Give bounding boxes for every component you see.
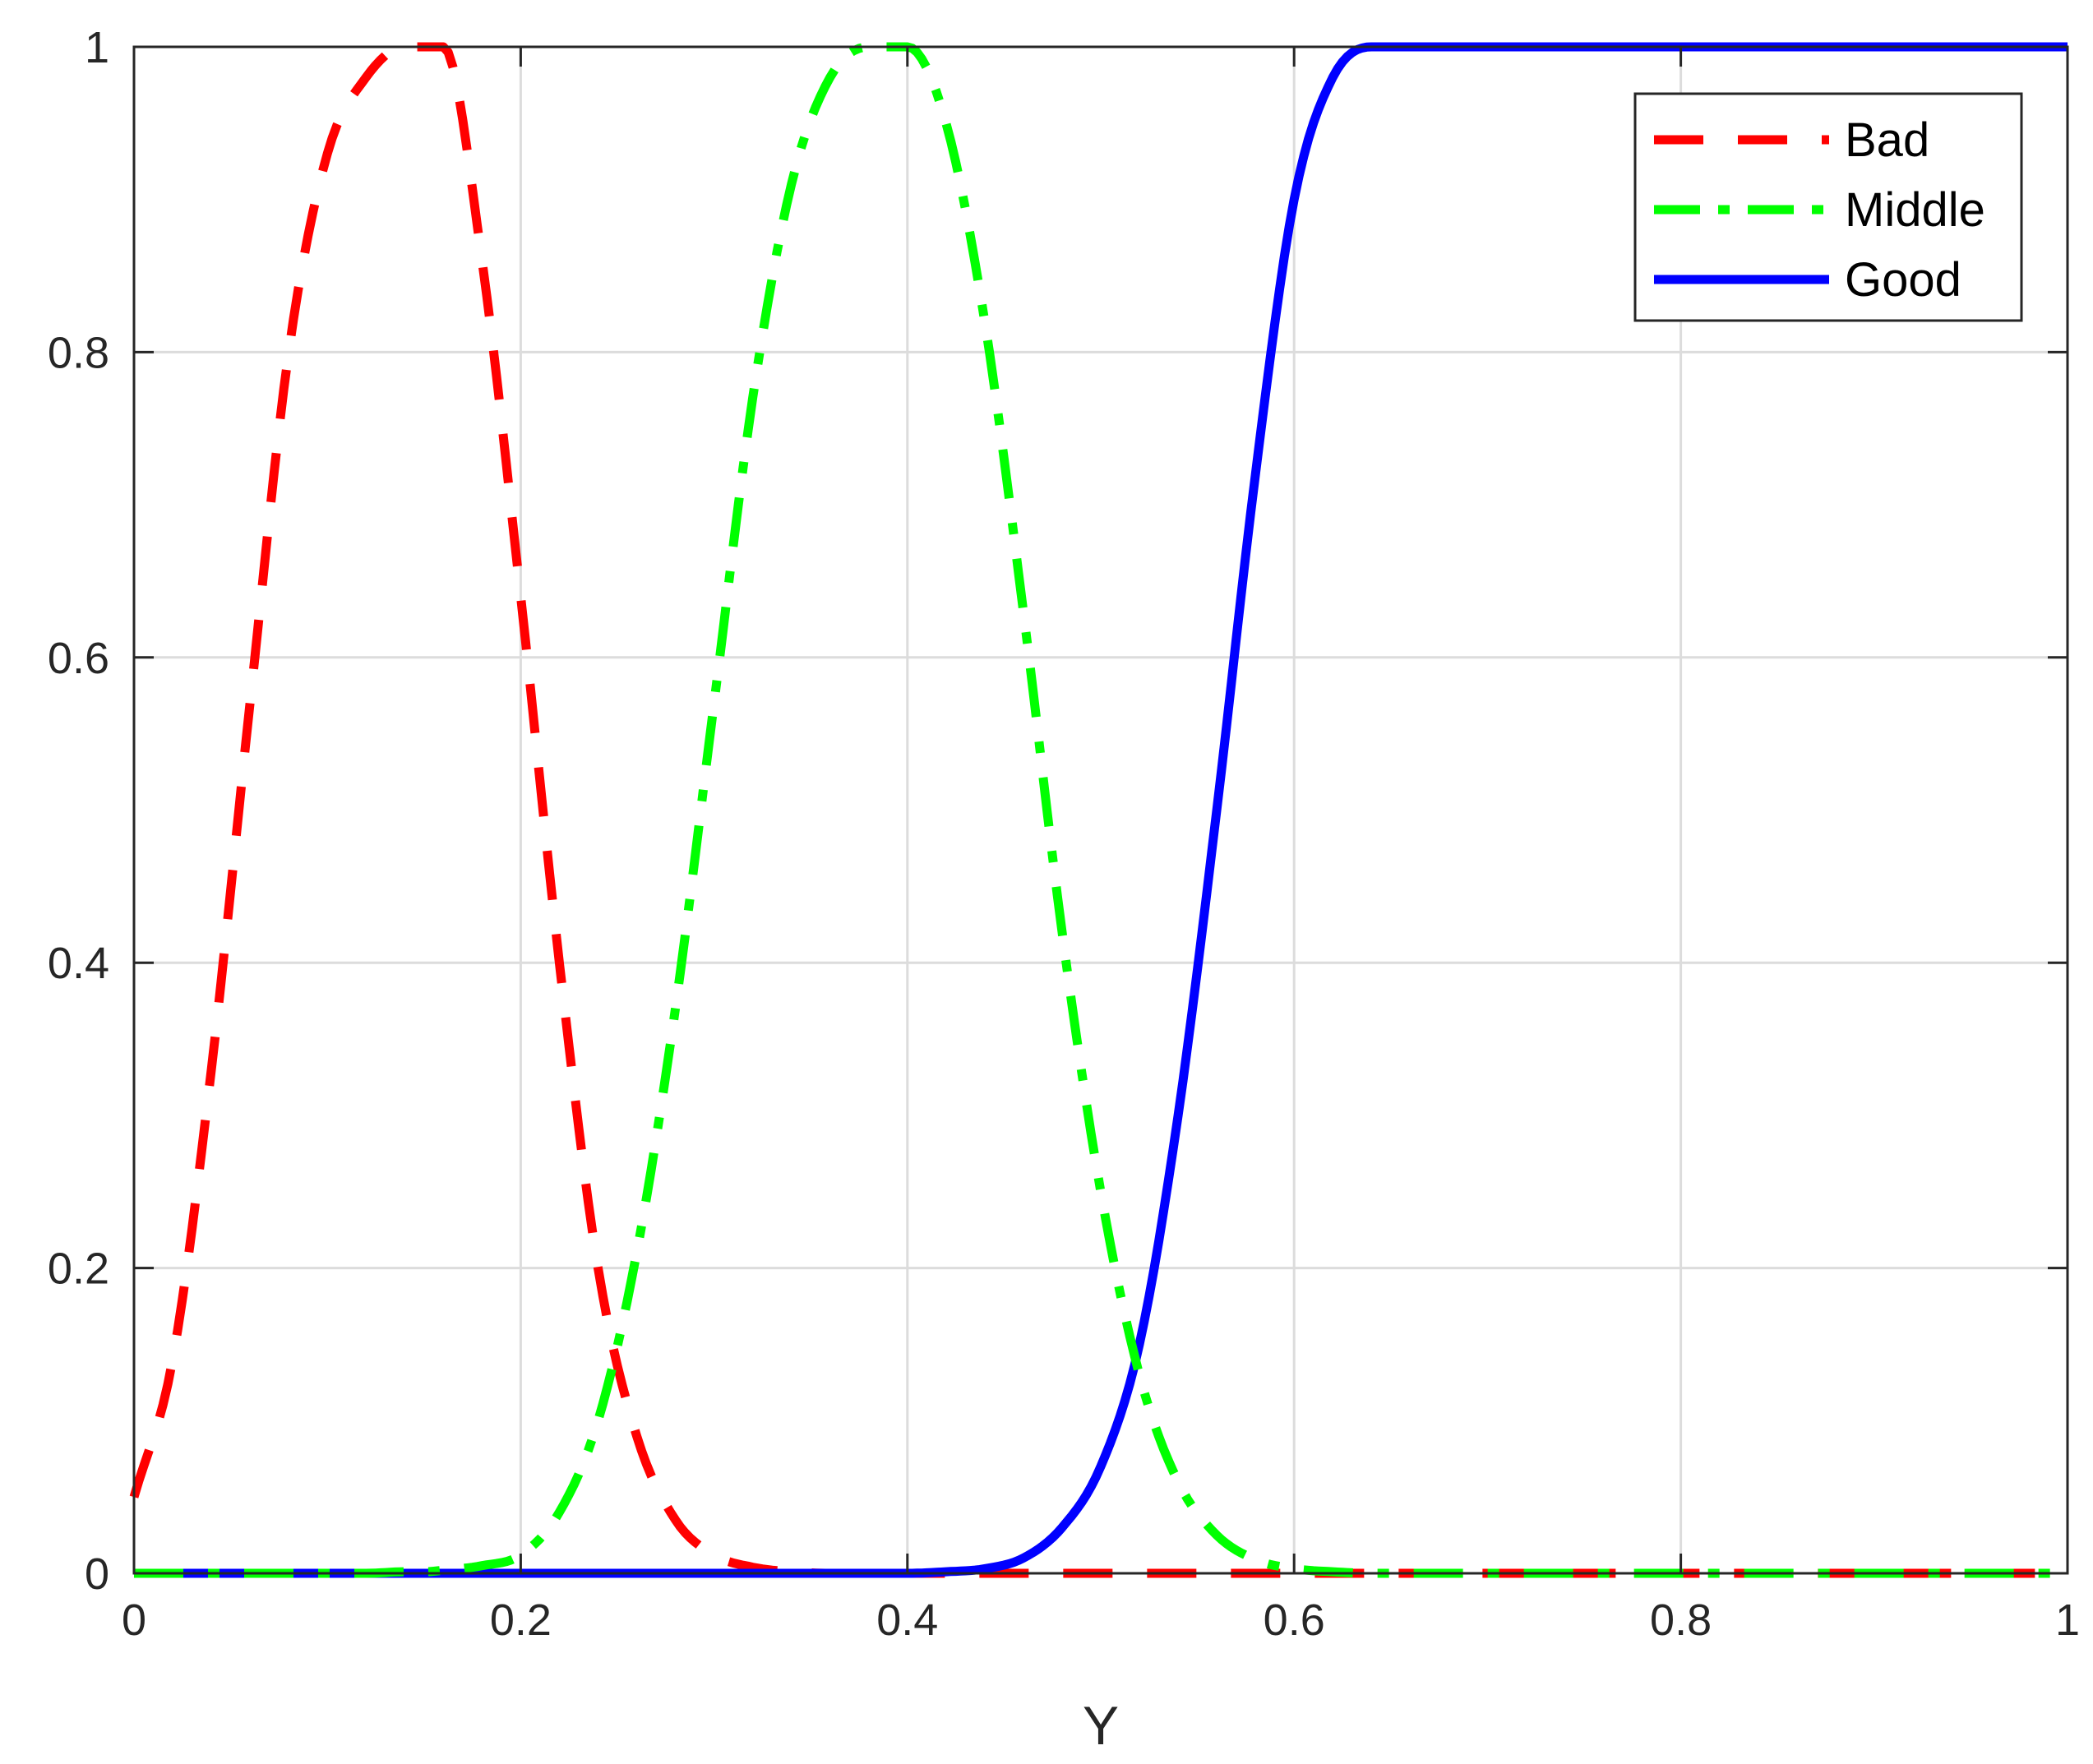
y-tick-label: 0.8 — [48, 328, 109, 377]
legend-label-bad: Bad — [1845, 113, 1929, 167]
grid — [134, 47, 2068, 1573]
ticks — [132, 45, 2069, 1575]
x-axis-title: Y — [1083, 1695, 1119, 1756]
x-tick-label: 0.2 — [490, 1595, 552, 1645]
legend: Bad Middle Good — [1633, 92, 2023, 322]
y-tick-label: 0.2 — [48, 1244, 109, 1294]
y-tick-label: 0 — [85, 1549, 109, 1599]
legend-label-middle: Middle — [1845, 183, 1985, 237]
x-tick-label: 0 — [122, 1595, 146, 1645]
y-tick-label: 0.4 — [48, 939, 109, 988]
plot-frame — [132, 45, 2069, 1575]
x-tick-label: 0.8 — [1650, 1595, 1712, 1645]
legend-label-good: Good — [1845, 253, 1961, 307]
x-tick-label: 0.4 — [876, 1595, 938, 1645]
y-tick-label: 0.6 — [48, 634, 109, 683]
y-tick-label: 1 — [85, 23, 109, 72]
x-tick-label: 0.6 — [1264, 1595, 1325, 1645]
x-tick-label: 1 — [2055, 1595, 2080, 1645]
tick-labels: 0 0.2 0.4 0.6 0.8 1 0 0.2 0.4 0.6 0.8 1 — [48, 23, 2080, 1645]
